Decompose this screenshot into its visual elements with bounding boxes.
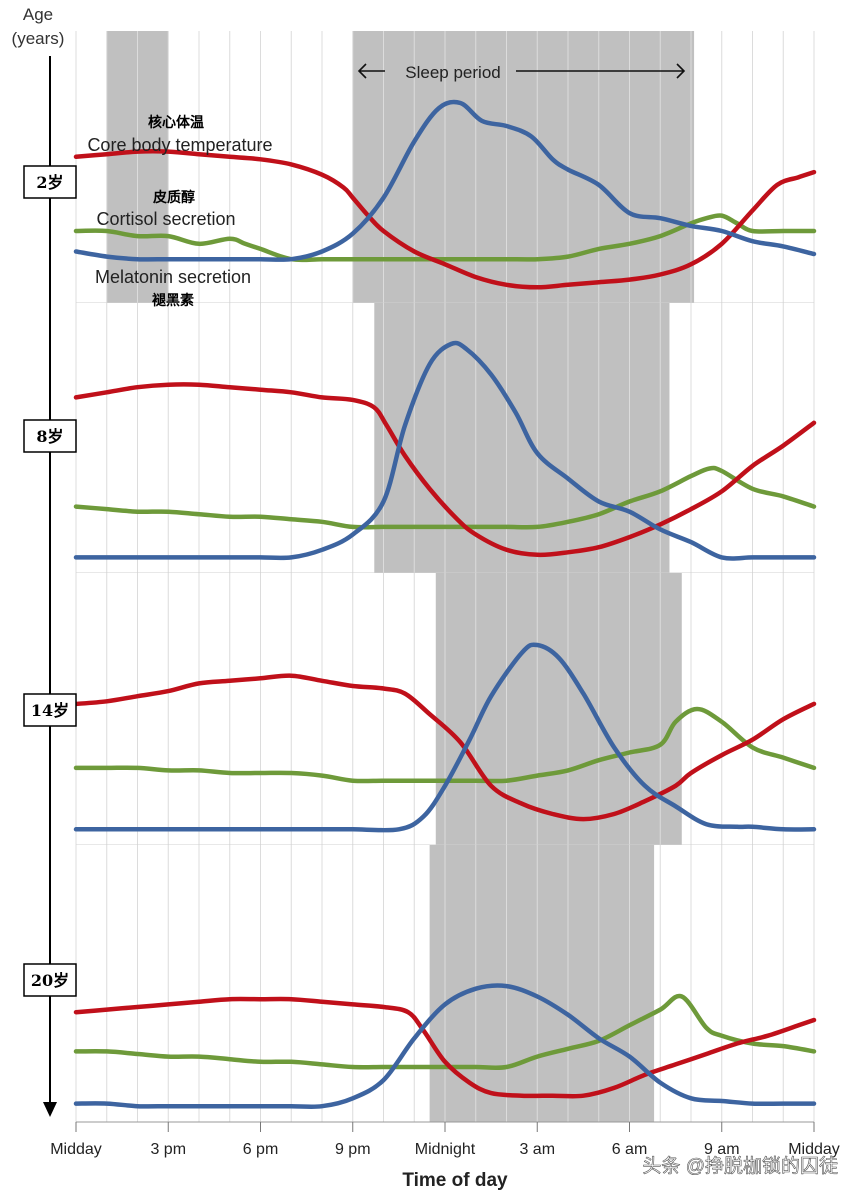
sleep-shade — [435, 573, 682, 845]
melatonin-label-en: Melatonin secretion — [95, 267, 251, 287]
panel-0 — [73, 31, 817, 304]
age-label: 2岁 — [36, 173, 63, 192]
melatonin-line — [73, 642, 817, 833]
age-label-box — [23, 165, 77, 199]
age-axis-title-line1: Age — [23, 5, 53, 24]
cortisol-line — [73, 213, 817, 263]
age-label-box — [23, 963, 77, 997]
panel-3 — [73, 845, 817, 1123]
cortisol-label-en: Cortisol secretion — [96, 209, 235, 229]
x-tick-label: 9 am — [704, 1141, 740, 1158]
age-label: 20岁 — [31, 971, 69, 990]
cortisol-line — [73, 465, 817, 530]
temperature-label-en: Core body temperature — [87, 135, 272, 155]
x-tick-label: 3 am — [519, 1141, 555, 1158]
sleep-period-arrow-right — [516, 63, 686, 79]
temperature-line — [73, 149, 817, 290]
cortisol-label-cn: 皮质醇 — [152, 189, 195, 206]
x-axis: Midday 3 pm 6 pm 9 pm Midnight 3 am 6 am 9 am Mi… — [50, 1121, 840, 1158]
melatonin-label-cn: 褪黑素 — [152, 292, 194, 309]
x-axis-title: Time of day — [402, 1170, 508, 1191]
sleep-shade — [429, 845, 655, 1122]
age-label: 14岁 — [31, 701, 69, 720]
age-label-box — [23, 693, 77, 727]
melatonin-line — [73, 99, 817, 262]
age-axis: Age (years) — [12, 5, 65, 1117]
temperature-line — [73, 382, 817, 558]
temperature-label-cn: 核心体温 — [148, 114, 204, 131]
temperature-line — [73, 673, 817, 822]
temperature-line — [73, 996, 817, 1099]
age-label: 8岁 — [36, 427, 63, 446]
x-tick-label: Midday — [788, 1141, 840, 1158]
cortisol-line — [73, 993, 817, 1071]
panel-2 — [73, 573, 817, 846]
age-axis-arrowhead — [43, 1102, 57, 1117]
age-labels: 2岁 8岁 14岁 20岁 — [23, 165, 77, 997]
x-tick-label: Midnight — [415, 1141, 476, 1158]
age-axis-title-line2: (years) — [12, 29, 65, 48]
x-tick-label: 6 am — [612, 1141, 648, 1158]
annotations: Sleep period 核心体温 Core body temperature … — [87, 63, 686, 309]
melatonin-line — [73, 340, 817, 561]
sleep-period-arrow-left — [357, 63, 385, 79]
sleep-period-label: Sleep period — [405, 63, 500, 82]
panel-1 — [73, 303, 817, 574]
x-tick-label: 6 pm — [243, 1141, 279, 1158]
x-tick-label: 9 pm — [335, 1141, 371, 1158]
watermark: 头条 @挣脱枷锁的囚徒 — [642, 1155, 838, 1177]
cortisol-line — [73, 706, 817, 784]
panels-group — [73, 31, 817, 1123]
age-label-box — [23, 419, 77, 453]
sleep-shade — [374, 303, 670, 573]
x-tick-label: Midday — [50, 1141, 102, 1158]
melatonin-line — [73, 983, 817, 1110]
x-tick-label: 3 pm — [150, 1141, 186, 1158]
